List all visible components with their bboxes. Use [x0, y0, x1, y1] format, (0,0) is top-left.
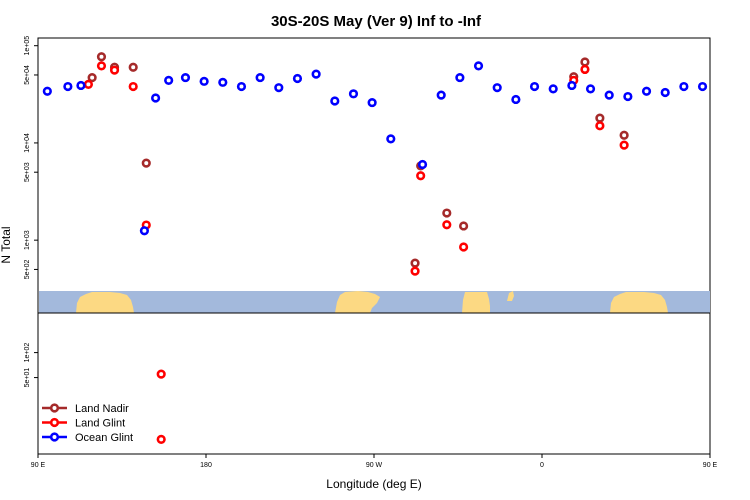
- point-land-glint: [109, 65, 120, 75]
- legend: Land Nadir Land Glint Ocean Glint: [42, 403, 133, 444]
- point-land-glint: [416, 171, 426, 181]
- map-land-africa: [462, 292, 490, 313]
- bottom-y-axis: 1e+02 5e+01: [24, 343, 38, 388]
- point-ocean-glint: [679, 81, 689, 92]
- bottom-y-tick-label: 1e+02: [24, 343, 31, 363]
- top-y-tick-label: 1e+03: [24, 230, 31, 250]
- point-land-nadir: [87, 72, 97, 83]
- top-y-tick-label: 1e+04: [24, 133, 31, 153]
- point-ocean-glint: [164, 75, 174, 85]
- point-ocean-glint: [492, 83, 502, 93]
- legend-marker: [49, 403, 60, 413]
- top-y-axis: 1e+05 5e+04 1e+04 5e+03 1e+03 5e+02: [24, 36, 38, 279]
- point-ocean-glint: [548, 84, 558, 94]
- point-ocean-glint: [63, 81, 73, 92]
- point-ocean-glint: [660, 87, 670, 98]
- x-tick-label: 90 E: [703, 462, 718, 469]
- point-land-nadir: [595, 113, 605, 123]
- legend-item-land-glint: Land Glint: [42, 418, 125, 430]
- point-land-glint: [156, 369, 166, 379]
- point-land-glint: [580, 64, 590, 75]
- x-axis-label: Longitude (deg E): [326, 477, 421, 491]
- point-ocean-glint: [311, 69, 321, 79]
- point-ocean-glint: [529, 81, 540, 92]
- point-land-nadir: [459, 221, 469, 231]
- point-ocean-glint: [585, 84, 596, 94]
- x-tick-label: 90 W: [366, 462, 383, 469]
- point-land-glint: [619, 140, 629, 150]
- map-land-madagascar: [507, 291, 514, 301]
- point-ocean-glint: [151, 93, 161, 103]
- legend-label: Land Nadir: [75, 403, 129, 415]
- point-ocean-glint: [255, 72, 265, 83]
- point-ocean-glint: [199, 76, 209, 86]
- legend-marker: [49, 417, 60, 428]
- point-ocean-glint: [180, 72, 191, 83]
- point-ocean-glint: [348, 89, 359, 99]
- point-ocean-glint: [76, 80, 86, 91]
- point-land-nadir: [96, 52, 107, 62]
- map-strip: [39, 291, 710, 313]
- point-ocean-glint: [436, 90, 446, 100]
- point-land-glint: [459, 242, 469, 252]
- point-land-glint: [83, 79, 93, 89]
- point-ocean-glint: [218, 77, 228, 87]
- point-ocean-glint: [623, 91, 633, 102]
- x-axis: 90 E 180 90 W 0 90 E: [31, 454, 718, 469]
- point-ocean-glint: [455, 72, 465, 83]
- point-land-glint: [442, 220, 452, 230]
- point-land-nadir: [580, 57, 590, 67]
- point-land-glint: [128, 81, 138, 92]
- point-land-glint: [595, 121, 605, 131]
- top-y-tick-label: 5e+02: [24, 259, 31, 279]
- bottom-y-tick-label: 5e+01: [24, 368, 31, 388]
- legend-item-land-nadir: Land Nadir: [42, 403, 129, 415]
- point-land-nadir: [619, 130, 629, 140]
- point-ocean-glint: [567, 80, 577, 91]
- point-ocean-glint: [274, 83, 284, 93]
- point-land-nadir: [141, 158, 151, 168]
- map-land-south-america: [335, 291, 380, 313]
- map-land-australia-repeat: [610, 292, 668, 313]
- legend-label: Land Glint: [75, 418, 125, 430]
- point-ocean-glint: [604, 90, 614, 100]
- point-land-glint: [96, 61, 107, 71]
- point-ocean-glint: [236, 81, 247, 92]
- x-tick-label: 180: [200, 462, 212, 469]
- point-land-nadir: [128, 62, 138, 72]
- point-land-nadir: [410, 258, 420, 268]
- map-land-australia: [76, 292, 134, 313]
- point-ocean-glint: [42, 86, 52, 96]
- legend-item-ocean-glint: Ocean Glint: [42, 432, 133, 444]
- legend-marker: [49, 432, 60, 442]
- point-ocean-glint: [292, 73, 303, 84]
- point-land-glint: [156, 434, 166, 444]
- point-ocean-glint: [417, 159, 428, 170]
- point-ocean-glint: [386, 134, 396, 144]
- point-ocean-glint: [697, 81, 708, 92]
- top-y-tick-label: 5e+03: [24, 162, 31, 182]
- point-ocean-glint: [473, 61, 484, 71]
- data-points: [42, 52, 708, 444]
- top-y-tick-label: 1e+05: [24, 36, 31, 56]
- point-land-glint: [410, 266, 420, 276]
- top-y-tick-label: 5e+04: [24, 65, 31, 85]
- point-land-nadir: [442, 208, 452, 218]
- x-tick-label: 0: [540, 462, 544, 469]
- point-ocean-glint: [511, 94, 521, 105]
- legend-label: Ocean Glint: [75, 432, 133, 444]
- x-tick-label: 90 E: [31, 462, 46, 469]
- y-axis-label: N Total: [0, 226, 13, 263]
- chart-title: 30S-20S May (Ver 9) Inf to -Inf: [271, 13, 482, 30]
- point-ocean-glint: [330, 96, 340, 106]
- point-ocean-glint: [367, 97, 377, 108]
- top-panel: 1e+05 5e+04 1e+04 5e+03 1e+03 5e+02: [24, 36, 711, 314]
- point-ocean-glint: [641, 86, 652, 96]
- point-ocean-glint: [139, 226, 149, 236]
